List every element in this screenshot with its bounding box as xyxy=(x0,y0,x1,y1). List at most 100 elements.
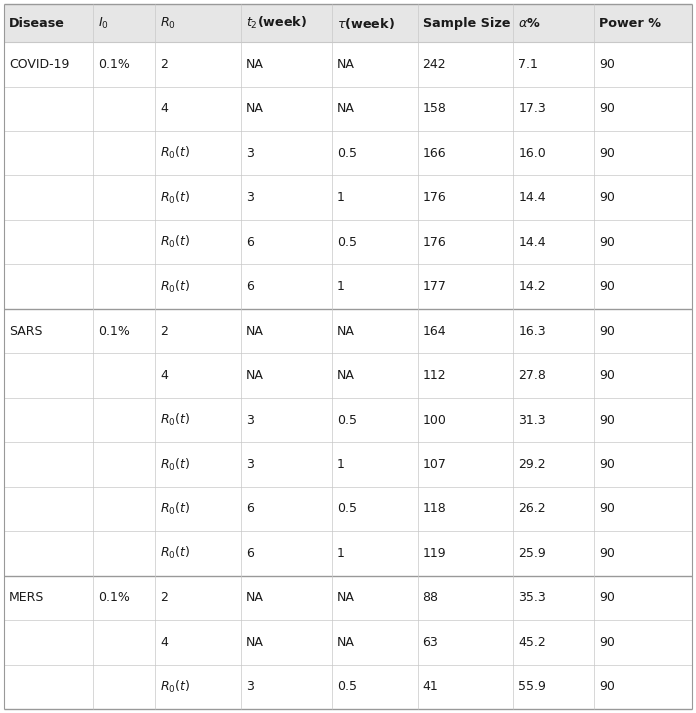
Text: $R_0(t)$: $R_0(t)$ xyxy=(160,679,191,695)
Text: $t_2$(week): $t_2$(week) xyxy=(246,15,307,31)
Text: COVID-19: COVID-19 xyxy=(9,58,70,71)
Text: 88: 88 xyxy=(422,591,438,605)
Bar xyxy=(4,309,692,354)
Text: NA: NA xyxy=(337,58,355,71)
Text: $I_0$: $I_0$ xyxy=(97,16,109,31)
Text: 0.5: 0.5 xyxy=(337,680,357,693)
Text: 158: 158 xyxy=(422,102,446,116)
Text: 3: 3 xyxy=(246,147,254,160)
Text: 7.1: 7.1 xyxy=(519,58,538,71)
Text: 242: 242 xyxy=(422,58,446,71)
Text: 35.3: 35.3 xyxy=(519,591,546,605)
Text: 90: 90 xyxy=(599,458,615,471)
Text: 16.3: 16.3 xyxy=(519,324,546,337)
Text: 176: 176 xyxy=(422,236,446,249)
Text: 16.0: 16.0 xyxy=(519,147,546,160)
Text: SARS: SARS xyxy=(9,324,42,337)
Bar xyxy=(4,665,692,709)
Text: Disease: Disease xyxy=(9,16,65,29)
Bar xyxy=(4,175,692,220)
Text: NA: NA xyxy=(246,636,264,649)
Bar xyxy=(4,442,692,487)
Text: 90: 90 xyxy=(599,191,615,204)
Text: 90: 90 xyxy=(599,369,615,382)
Text: 90: 90 xyxy=(599,58,615,71)
Text: 90: 90 xyxy=(599,324,615,337)
Bar xyxy=(4,86,692,131)
Text: 100: 100 xyxy=(422,414,446,426)
Text: 2: 2 xyxy=(160,58,168,71)
Text: 4: 4 xyxy=(160,102,168,116)
Text: 90: 90 xyxy=(599,547,615,560)
Text: 176: 176 xyxy=(422,191,446,204)
Bar xyxy=(4,354,692,398)
Text: $R_0(t)$: $R_0(t)$ xyxy=(160,145,191,161)
Text: 14.4: 14.4 xyxy=(519,236,546,249)
Text: 0.5: 0.5 xyxy=(337,503,357,515)
Text: 90: 90 xyxy=(599,591,615,605)
Text: $\tau$(week): $\tau$(week) xyxy=(337,16,395,31)
Text: $R_0(t)$: $R_0(t)$ xyxy=(160,234,191,250)
Bar xyxy=(4,487,692,531)
Text: NA: NA xyxy=(246,369,264,382)
Bar xyxy=(4,620,692,665)
Text: $R_0(t)$: $R_0(t)$ xyxy=(160,456,191,473)
Text: 0.1%: 0.1% xyxy=(97,324,129,337)
Text: NA: NA xyxy=(337,369,355,382)
Text: $R_0(t)$: $R_0(t)$ xyxy=(160,501,191,517)
Text: NA: NA xyxy=(337,591,355,605)
Text: 3: 3 xyxy=(246,458,254,471)
Text: NA: NA xyxy=(246,102,264,116)
Text: $R_0(t)$: $R_0(t)$ xyxy=(160,545,191,561)
Text: 1: 1 xyxy=(337,458,345,471)
Text: 17.3: 17.3 xyxy=(519,102,546,116)
Text: 119: 119 xyxy=(422,547,446,560)
Text: 6: 6 xyxy=(246,547,254,560)
Text: 0.1%: 0.1% xyxy=(97,591,129,605)
Text: 90: 90 xyxy=(599,636,615,649)
Text: 3: 3 xyxy=(246,414,254,426)
Text: 3: 3 xyxy=(246,680,254,693)
Text: $R_0(t)$: $R_0(t)$ xyxy=(160,279,191,294)
Text: NA: NA xyxy=(337,102,355,116)
Bar xyxy=(4,4,692,42)
Text: 3: 3 xyxy=(246,191,254,204)
Bar xyxy=(4,531,692,575)
Text: 0.5: 0.5 xyxy=(337,147,357,160)
Text: 90: 90 xyxy=(599,680,615,693)
Text: 6: 6 xyxy=(246,236,254,249)
Text: 63: 63 xyxy=(422,636,438,649)
Text: 118: 118 xyxy=(422,503,446,515)
Text: $R_0$: $R_0$ xyxy=(160,16,176,31)
Text: 112: 112 xyxy=(422,369,446,382)
Text: 1: 1 xyxy=(337,191,345,204)
Text: 55.9: 55.9 xyxy=(519,680,546,693)
Bar xyxy=(4,131,692,175)
Text: 4: 4 xyxy=(160,636,168,649)
Text: 27.8: 27.8 xyxy=(519,369,546,382)
Text: 2: 2 xyxy=(160,324,168,337)
Text: 90: 90 xyxy=(599,414,615,426)
Bar xyxy=(4,575,692,620)
Text: $\alpha$%: $\alpha$% xyxy=(519,16,541,29)
Text: NA: NA xyxy=(337,324,355,337)
Text: 166: 166 xyxy=(422,147,446,160)
Text: NA: NA xyxy=(246,591,264,605)
Text: 107: 107 xyxy=(422,458,446,471)
Text: 90: 90 xyxy=(599,102,615,116)
Text: 177: 177 xyxy=(422,280,446,293)
Text: 14.4: 14.4 xyxy=(519,191,546,204)
Text: NA: NA xyxy=(337,636,355,649)
Text: 90: 90 xyxy=(599,236,615,249)
Text: 14.2: 14.2 xyxy=(519,280,546,293)
Text: NA: NA xyxy=(246,58,264,71)
Text: 2: 2 xyxy=(160,591,168,605)
Text: $R_0(t)$: $R_0(t)$ xyxy=(160,412,191,428)
Bar xyxy=(4,265,692,309)
Text: NA: NA xyxy=(246,324,264,337)
Text: 4: 4 xyxy=(160,369,168,382)
Text: 29.2: 29.2 xyxy=(519,458,546,471)
Text: 31.3: 31.3 xyxy=(519,414,546,426)
Text: 0.5: 0.5 xyxy=(337,236,357,249)
Text: 0.1%: 0.1% xyxy=(97,58,129,71)
